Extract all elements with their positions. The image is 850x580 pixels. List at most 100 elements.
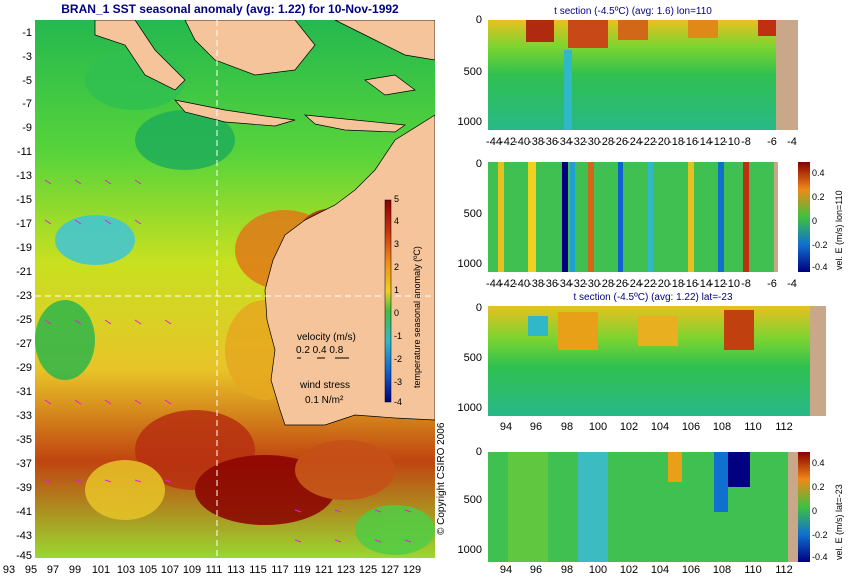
s2-x-tick: -44: [486, 278, 502, 290]
map-y-tick: -11: [16, 146, 32, 158]
s1-x-tick: -44: [486, 136, 502, 148]
s1-x-tick: -42: [500, 136, 516, 148]
velocity-label: velocity (m/s): [297, 332, 356, 343]
s3-x-tick: 100: [588, 421, 608, 433]
s1-x-tick: -28: [598, 136, 614, 148]
map-cbar-tick: -2: [394, 354, 403, 364]
s4-x-tick: 94: [499, 564, 513, 576]
s2-x-tick: -12: [710, 278, 726, 290]
map-cbar-tick: 0: [394, 308, 400, 318]
s1-x-tick: -32: [570, 136, 586, 148]
s2-x-tick: -26: [612, 278, 628, 290]
s4-x-tick: 104: [650, 564, 670, 576]
s1-y-tick: 1000: [457, 116, 482, 128]
map-x-tick: 113: [227, 564, 245, 576]
s3-y-tick: 500: [463, 352, 482, 364]
s1-x-tick: -20: [654, 136, 670, 148]
map-title: BRAN_1 SST seasonal anomaly (avg: 1.22) …: [61, 2, 399, 16]
map-y-tick: -31: [16, 386, 32, 398]
s4-cbar-tick: -0.4: [812, 552, 828, 562]
map-y-tick: -27: [16, 338, 32, 350]
section-2-graphic: [488, 162, 778, 272]
map-x-tick: 115: [249, 564, 267, 576]
map-y-tick: -25: [16, 314, 32, 326]
map-y-tick: -19: [16, 242, 32, 254]
s4-x-tick: 102: [619, 564, 639, 576]
map-cbar-title: temperature seasonal anomaly (ºC): [412, 246, 422, 388]
map-y-tick: -35: [16, 434, 32, 446]
s1-x-tick: -30: [584, 136, 600, 148]
s1-x-tick: -18: [668, 136, 684, 148]
s2-x-tick: -34: [556, 278, 572, 290]
s2-x-tick: -40: [514, 278, 530, 290]
s3-x-tick: 96: [529, 421, 543, 433]
s4-x-tick: 96: [529, 564, 543, 576]
s1-x-tick: -10: [724, 136, 740, 148]
section-1-plot[interactable]: [488, 20, 798, 130]
wind-stress-value: 0.1 N/m²: [305, 395, 344, 406]
map-cbar-tick: 5: [394, 194, 400, 204]
map-y-tick: -21: [16, 266, 32, 278]
s1-y-tick: 0: [475, 14, 482, 26]
s4-cbar-tick: 0: [812, 506, 818, 516]
s2-x-tick: -6: [767, 278, 777, 290]
s2-x-tick: -28: [598, 278, 614, 290]
s1-x-tick: -36: [542, 136, 558, 148]
map-x-tick: 127: [380, 564, 400, 576]
map-x-tick: 121: [314, 564, 334, 576]
map-cbar-tick: 3: [394, 239, 400, 249]
map-y-tick: -17: [16, 218, 32, 230]
s4-y-tick: 1000: [457, 544, 482, 556]
copyright-text: © Copyright CSIRO 2006: [436, 422, 447, 535]
s2-y-tick: 1000: [457, 258, 482, 270]
map-x-tick: 109: [182, 564, 202, 576]
map-y-tick: -7: [22, 98, 32, 110]
section-3-title: t section (-4.5ºC) (avg: 1.22) lat=-23: [573, 292, 733, 303]
sst-anomaly-map[interactable]: [35, 20, 435, 558]
s2-y-tick: 500: [463, 208, 482, 220]
section-1-title: t section (-4.5ºC) (avg: 1.6) lon=110: [554, 6, 712, 17]
s2-cbar-tick: 0: [812, 216, 818, 226]
section-2-plot[interactable]: [488, 162, 778, 272]
map-x-tick: 101: [91, 564, 111, 576]
map-y-tick: -13: [16, 170, 32, 182]
s4-x-tick: 106: [681, 564, 701, 576]
s2-x-tick: -24: [626, 278, 642, 290]
map-cbar-tick: -1: [394, 331, 403, 341]
s2-x-tick: -22: [640, 278, 656, 290]
s2-x-tick: -38: [528, 278, 544, 290]
s3-x-tick: 102: [619, 421, 639, 433]
s2-cbar-tick: -0.2: [812, 240, 828, 250]
map-y-tick: -1: [22, 27, 32, 39]
s2-x-tick: -30: [584, 278, 600, 290]
section-4-plot[interactable]: [488, 452, 798, 562]
s2-y-tick: 0: [475, 158, 482, 170]
section-2-colorbar: [798, 162, 810, 272]
s2-x-tick: -42: [500, 278, 516, 290]
s1-x-tick: -12: [710, 136, 726, 148]
map-cbar-tick: -4: [394, 397, 403, 407]
map-y-tick: -3: [22, 51, 32, 63]
s3-y-tick: 0: [475, 302, 482, 314]
s3-x-tick: 112: [775, 421, 793, 433]
s2-x-tick: -4: [787, 278, 797, 290]
s3-x-tick: 106: [681, 421, 701, 433]
map-x-tick: 93: [2, 564, 16, 576]
section-3-plot[interactable]: [488, 306, 826, 416]
map-y-tick: -29: [16, 362, 32, 374]
s3-y-tick: 1000: [457, 402, 482, 414]
map-cbar-tick: 2: [394, 262, 400, 272]
s3-x-tick: 98: [560, 421, 574, 433]
s1-x-tick: -34: [556, 136, 572, 148]
section-1-graphic: [488, 20, 798, 130]
map-x-tick: 105: [138, 564, 158, 576]
s2-x-tick: -18: [668, 278, 684, 290]
map-x-tick: 125: [358, 564, 378, 576]
s3-x-tick: 108: [712, 421, 732, 433]
s1-x-tick: -4: [787, 136, 797, 148]
s1-x-tick: -8: [741, 136, 751, 148]
map-y-tick: -9: [22, 122, 32, 134]
s4-x-tick: 112: [775, 564, 793, 576]
s4-cbar-title: vel. E (m/s) lat=-23: [834, 484, 844, 560]
s3-x-tick: 110: [744, 421, 762, 433]
